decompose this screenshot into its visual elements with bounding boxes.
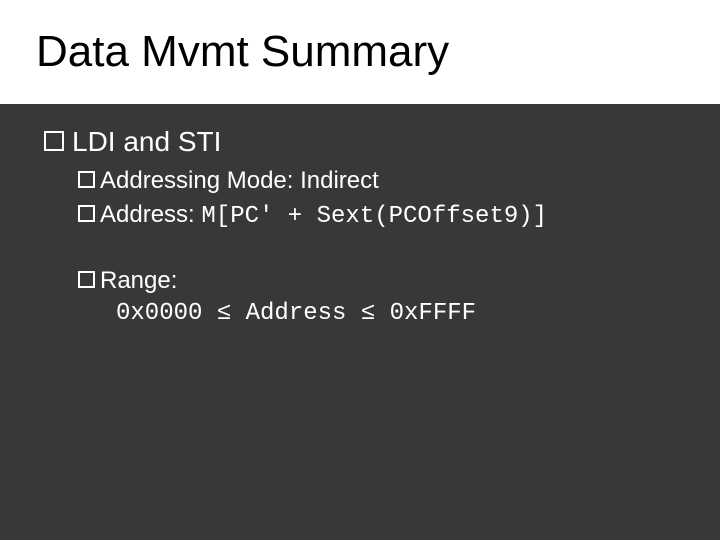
addressing-mode-value: Indirect xyxy=(300,167,379,194)
square-bullet-icon xyxy=(78,271,95,288)
heading-text: LDI and STI xyxy=(72,126,221,157)
range-expression: 0x0000 ≤ Address ≤ 0xFFFF xyxy=(116,300,680,327)
heading-line: LDI and STI xyxy=(44,126,680,158)
addressing-mode-label: Addressing Mode: xyxy=(100,167,300,194)
range-label: Range: xyxy=(100,267,177,294)
square-bullet-icon xyxy=(78,205,95,222)
address-line: Address: M[PC' + Sext(PCOffset9)] xyxy=(78,200,680,232)
spacer xyxy=(44,236,680,266)
slide-root: Data Mvmt Summary LDI and STI Addressing… xyxy=(0,0,720,540)
address-label: Address: xyxy=(100,201,201,228)
addressing-mode-line: Addressing Mode: Indirect xyxy=(78,166,680,196)
address-expression: M[PC' + Sext(PCOffset9)] xyxy=(201,203,547,230)
slide-body: LDI and STI Addressing Mode: Indirect Ad… xyxy=(44,126,680,327)
slide-title: Data Mvmt Summary xyxy=(36,27,449,77)
square-bullet-icon xyxy=(44,131,64,151)
title-band: Data Mvmt Summary xyxy=(0,0,720,104)
square-bullet-icon xyxy=(78,171,95,188)
range-line: Range: xyxy=(78,266,680,296)
